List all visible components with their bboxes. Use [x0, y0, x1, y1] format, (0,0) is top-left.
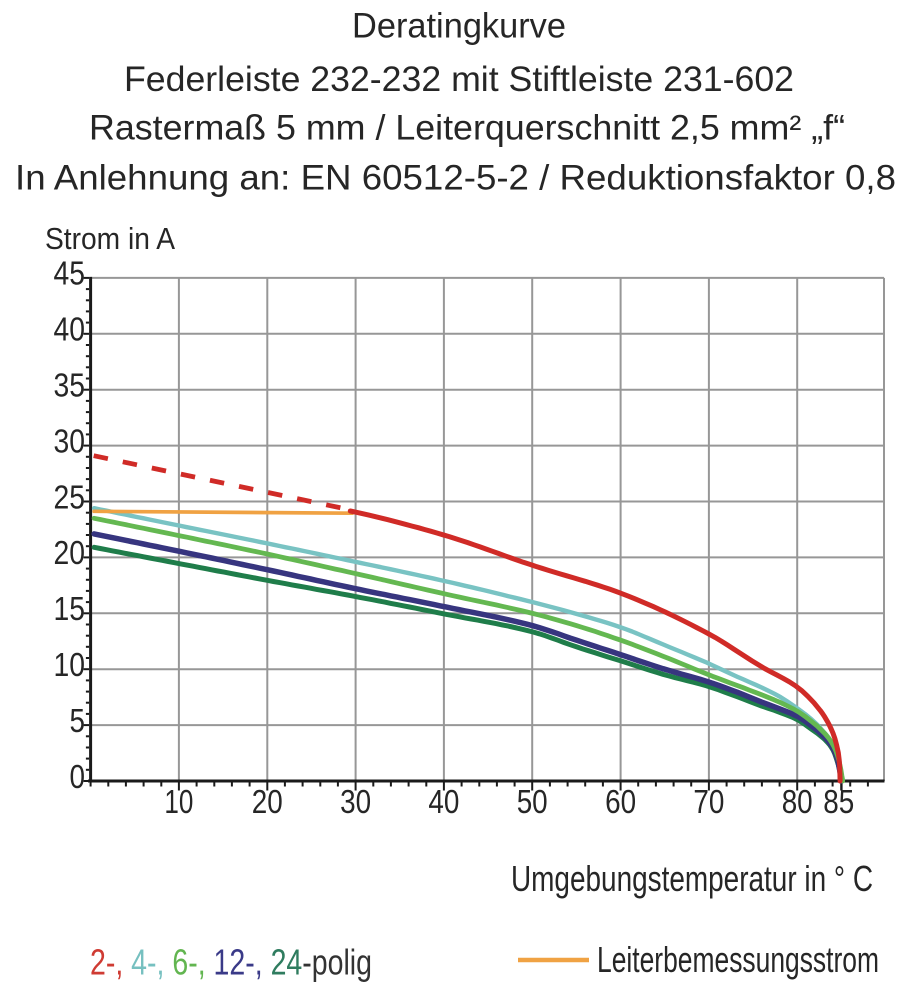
svg-text:10: 10 — [54, 646, 86, 683]
svg-text:20: 20 — [54, 534, 86, 571]
svg-text:30: 30 — [340, 783, 371, 820]
svg-text:85: 85 — [823, 783, 854, 820]
svg-text:Umgebungstemperatur in ° C: Umgebungstemperatur in ° C — [511, 858, 873, 899]
svg-text:20: 20 — [252, 783, 283, 820]
svg-text:2-, 4-, 6-, 12-, 24-polig: 2-, 4-, 6-, 12-, 24-polig — [90, 942, 372, 983]
svg-text:Deratingkurve: Deratingkurve — [352, 7, 566, 46]
svg-text:40: 40 — [54, 311, 86, 348]
svg-text:80: 80 — [782, 783, 813, 820]
svg-text:45: 45 — [54, 255, 86, 292]
svg-text:50: 50 — [517, 783, 548, 820]
svg-text:70: 70 — [693, 783, 724, 820]
svg-text:In Anlehnung an: EN 60512-5-2: In Anlehnung an: EN 60512-5-2 / Reduktio… — [15, 159, 896, 198]
svg-text:10: 10 — [164, 783, 193, 820]
svg-text:35: 35 — [54, 367, 86, 404]
svg-text:30: 30 — [54, 422, 86, 459]
svg-text:Rastermaß 5 mm / Leiterquersch: Rastermaß 5 mm / Leiterquerschnitt 2,5 m… — [89, 109, 845, 148]
svg-text:40: 40 — [428, 783, 459, 820]
svg-text:15: 15 — [54, 590, 86, 627]
svg-text:Leiterbemessungsstrom: Leiterbemessungsstrom — [597, 939, 879, 980]
svg-text:Federleiste 232-232 mit Stiftl: Federleiste 232-232 mit Stiftleiste 231-… — [124, 60, 794, 99]
svg-text:25: 25 — [54, 478, 86, 515]
svg-text:Strom in A: Strom in A — [45, 221, 175, 256]
svg-text:5: 5 — [70, 702, 86, 739]
svg-text:60: 60 — [605, 783, 636, 820]
svg-text:0: 0 — [70, 758, 86, 795]
